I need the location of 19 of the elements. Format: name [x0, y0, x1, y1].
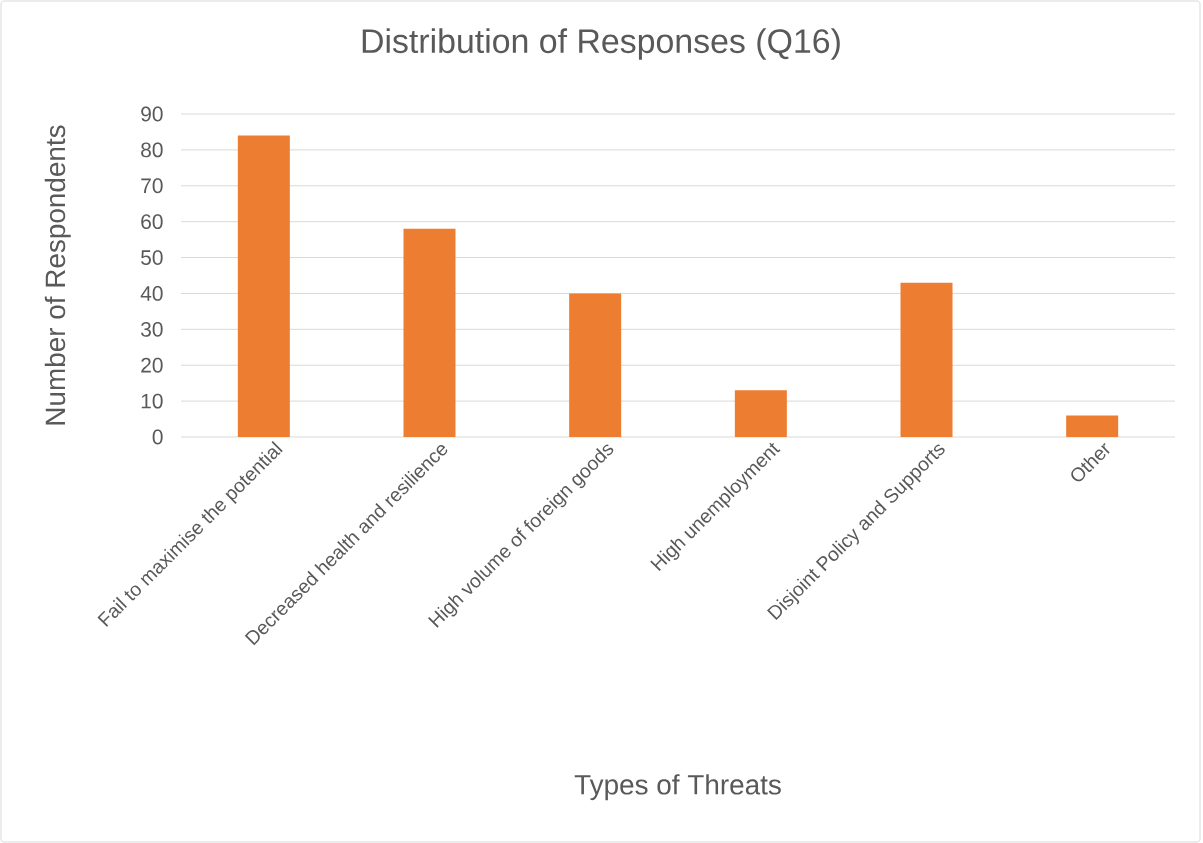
bar — [569, 293, 622, 437]
bar — [237, 135, 290, 437]
y-tick-label: 60 — [141, 214, 163, 230]
bar — [403, 228, 456, 437]
y-tick-label: 20 — [141, 357, 163, 373]
y-tick-label: 30 — [141, 321, 163, 337]
y-tick-label: 10 — [141, 393, 163, 409]
y-tick-label: 0 — [152, 429, 163, 445]
bar — [900, 282, 953, 437]
bar — [1066, 415, 1119, 437]
y-tick-label: 70 — [141, 178, 163, 194]
y-tick-label: 40 — [140, 286, 163, 301]
y-tick-label: 80 — [141, 142, 163, 158]
bar — [734, 390, 787, 437]
y-tick-label: 50 — [141, 250, 163, 265]
x-axis-title: Types of Threats — [574, 774, 781, 801]
y-axis-title: Number of Respondents — [44, 125, 71, 425]
chart-title: Distribution of Responses (Q16) — [362, 28, 840, 60]
y-tick-label: 90 — [141, 106, 163, 122]
